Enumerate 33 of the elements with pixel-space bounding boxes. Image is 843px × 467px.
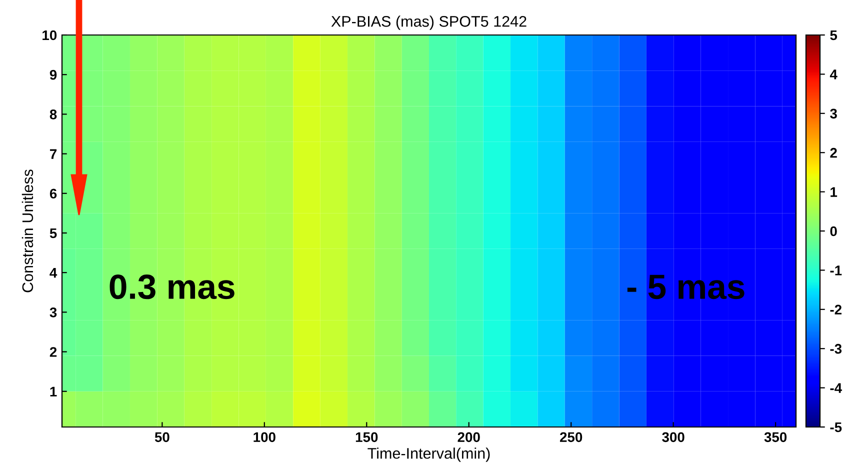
x-tick-label: 150 bbox=[356, 432, 378, 442]
annotation: - 5 mas bbox=[627, 274, 744, 300]
annotation: 0.3 mas bbox=[110, 274, 234, 300]
color-bar-label: 5 bbox=[830, 30, 838, 40]
x-tick-label: 250 bbox=[560, 432, 582, 442]
color-bar-label: 0 bbox=[830, 226, 837, 236]
color-bar-label: -4 bbox=[830, 383, 842, 393]
color-bar-label: 2 bbox=[830, 148, 837, 158]
y-tick-label: 2 bbox=[50, 347, 57, 357]
x-tick-label: 200 bbox=[458, 432, 480, 442]
x-tick-label: 100 bbox=[254, 432, 276, 442]
y-tick-label: 4 bbox=[50, 268, 58, 278]
y-tick-label: 10 bbox=[42, 30, 57, 40]
color-bar-label: 3 bbox=[830, 108, 837, 119]
color-bar-label: -3 bbox=[830, 344, 842, 354]
x-axis-title: Time-Interval(min) bbox=[368, 448, 490, 462]
x-tick-label: 50 bbox=[154, 432, 170, 442]
y-tick-label: 8 bbox=[50, 110, 57, 120]
y-tick-label: 9 bbox=[50, 70, 57, 80]
y-tick-label: 6 bbox=[50, 188, 57, 199]
color-bar-label: -2 bbox=[830, 304, 842, 314]
x-tick-label: 350 bbox=[764, 432, 787, 442]
y-tick-label: 5 bbox=[50, 228, 57, 238]
y-axis-title: Constrain Unitless bbox=[22, 170, 34, 292]
y-tick-label: 1 bbox=[50, 386, 57, 396]
y-tick-label: 3 bbox=[50, 308, 57, 318]
color-bar-label: -1 bbox=[830, 266, 842, 276]
color-bar-label: 1 bbox=[830, 187, 838, 197]
chart-title: XP-BIAS (mas) SPOT5 1242 bbox=[331, 16, 526, 30]
color-bar-label: 4 bbox=[830, 70, 838, 80]
y-tick-label: 7 bbox=[50, 149, 57, 159]
x-tick-label: 300 bbox=[662, 432, 684, 442]
color-bar-label: -5 bbox=[830, 422, 842, 432]
